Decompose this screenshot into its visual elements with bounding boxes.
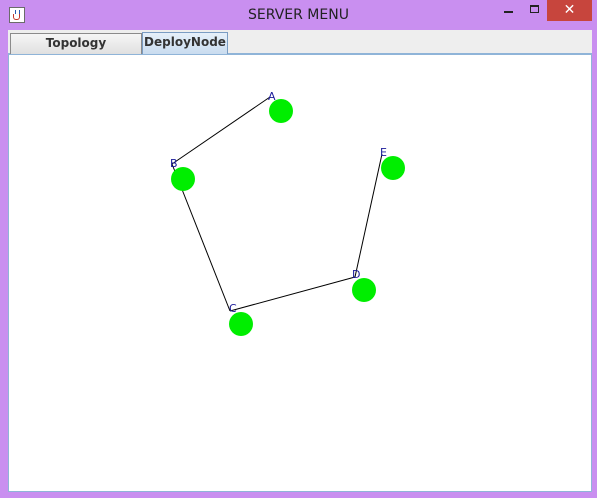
edge-a-b [171,96,271,165]
node-a[interactable] [269,99,293,123]
deploy-node-panel: A B C D E [8,54,592,492]
minimize-button[interactable] [496,0,522,21]
tab-strip: Topology Construct DeployNode [8,30,592,69]
title-bar[interactable]: SERVER MENU ✕ [0,0,597,30]
topology-graph: A B C D E [170,90,405,336]
edge-d-e [354,153,383,278]
node-e[interactable] [381,156,405,180]
maximize-button[interactable] [522,0,548,21]
node-d[interactable] [352,278,376,302]
tab-topology-construct[interactable]: Topology Construct [10,33,142,69]
java-app-icon [9,7,25,23]
edge-c-d [229,276,356,312]
maximize-icon [530,5,539,13]
minimize-icon [504,11,513,13]
window-title: SERVER MENU [248,7,349,23]
node-c[interactable] [229,312,253,336]
tab-deploynode[interactable]: DeployNode [142,32,228,54]
node-label-c: C [229,302,237,315]
node-label-b: B [170,157,178,170]
node-label-e: E [380,146,387,159]
node-b[interactable] [171,167,195,191]
close-button[interactable]: ✕ [547,0,592,21]
close-icon: ✕ [563,2,576,18]
window-client-area: Topology Construct DeployNode A B C D E [8,30,592,492]
node-label-d: D [352,268,360,281]
node-label-a: A [268,90,276,103]
